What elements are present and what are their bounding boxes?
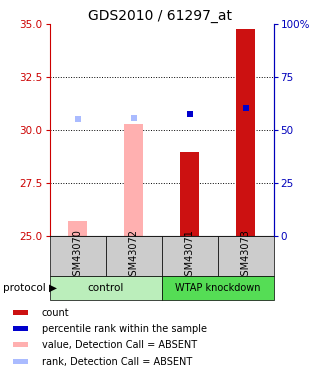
- Text: count: count: [42, 308, 69, 318]
- Bar: [180, 152, 199, 236]
- Bar: [50, 276, 162, 300]
- Text: protocol ▶: protocol ▶: [3, 283, 57, 293]
- Bar: [13, 326, 28, 331]
- Bar: [106, 236, 162, 276]
- Bar: [13, 310, 28, 315]
- Text: GSM43072: GSM43072: [129, 230, 139, 282]
- Bar: [218, 236, 274, 276]
- Text: value, Detection Call = ABSENT: value, Detection Call = ABSENT: [42, 340, 197, 350]
- Bar: [50, 236, 106, 276]
- Bar: [162, 276, 274, 300]
- Text: GSM43071: GSM43071: [185, 230, 195, 282]
- Text: control: control: [87, 283, 124, 293]
- Bar: [236, 28, 255, 236]
- Bar: [68, 221, 87, 236]
- Text: percentile rank within the sample: percentile rank within the sample: [42, 324, 207, 333]
- Text: GSM43070: GSM43070: [73, 230, 83, 282]
- Text: rank, Detection Call = ABSENT: rank, Detection Call = ABSENT: [42, 357, 192, 367]
- Text: WTAP knockdown: WTAP knockdown: [175, 283, 260, 293]
- Bar: [13, 360, 28, 364]
- Text: GDS2010 / 61297_at: GDS2010 / 61297_at: [88, 9, 232, 23]
- Bar: [13, 342, 28, 347]
- Text: GSM43073: GSM43073: [241, 230, 251, 282]
- Bar: [162, 236, 218, 276]
- Bar: [124, 124, 143, 236]
